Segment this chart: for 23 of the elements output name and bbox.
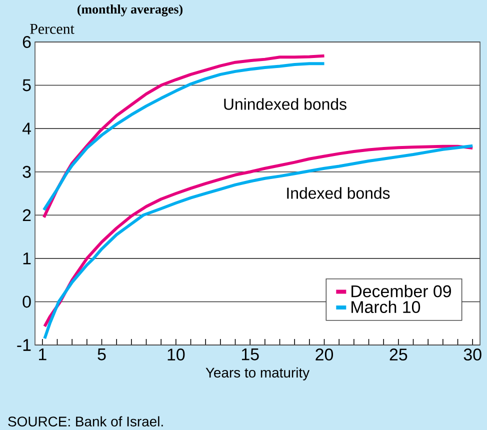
x-tick-label: 10 (168, 348, 185, 361)
y-tick-label: 4 (22, 122, 31, 134)
y-tick-label: -1 (17, 339, 31, 351)
x-tick-label: 15 (242, 348, 259, 360)
x-axis-title: Years to maturity (206, 367, 310, 380)
legend-label: March 10 (352, 300, 420, 314)
x-tick-label: 1 (39, 348, 46, 360)
x-tick-label: 5 (98, 348, 106, 360)
annotation: Indexed bonds (287, 187, 390, 199)
x-tick-label: 30 (464, 348, 482, 361)
y-tick-label: 6 (22, 36, 31, 48)
x-tick-label: 25 (390, 348, 408, 361)
y-tick-label: 3 (22, 166, 31, 178)
chart-title: (monthly averages) (78, 4, 182, 16)
x-tick-label: 20 (316, 348, 334, 361)
y-tick-label: 1 (23, 252, 31, 264)
source-note: SOURCE: Bank of Israel. (8, 416, 163, 426)
annotation: Unindexed bonds (224, 98, 346, 110)
legend-label: December 09 (352, 284, 451, 298)
y-tick-label: 5 (22, 79, 31, 92)
y-tick-label: 0 (22, 296, 31, 308)
y-tick-label: 2 (22, 209, 31, 222)
y-axis-title: Percent (30, 24, 74, 34)
